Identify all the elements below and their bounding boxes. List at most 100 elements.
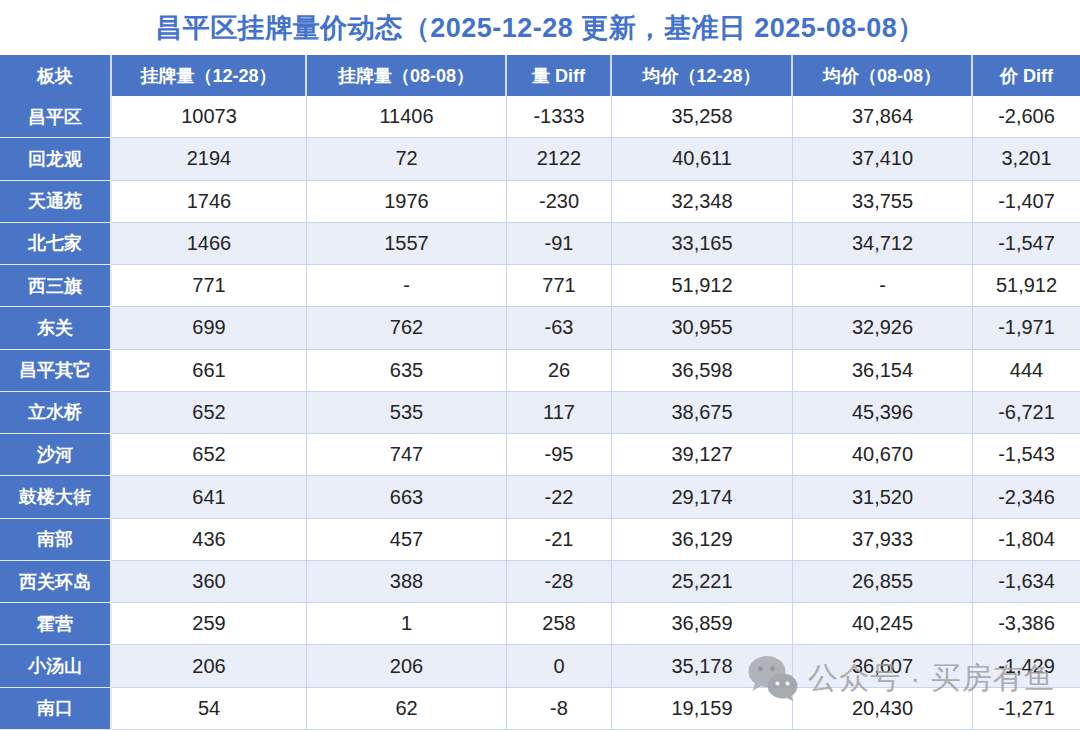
listing-price-table: 板块 挂牌量（12-28） 挂牌量（08-08） 量 Diff 均价（12-28… bbox=[0, 55, 1080, 730]
table-row: 天通苑17461976-23032,34833,755-1,407 bbox=[0, 181, 1080, 223]
table-cell: 51,912 bbox=[612, 265, 793, 307]
table-cell: 699 bbox=[112, 307, 307, 349]
table-cell: -21 bbox=[507, 519, 612, 561]
table-row: 西关环岛360388-2825,22126,855-1,634 bbox=[0, 561, 1080, 603]
table-row: 立水桥65253511738,67545,396-6,721 bbox=[0, 392, 1080, 434]
table-cell: - bbox=[793, 265, 973, 307]
row-header: 南部 bbox=[0, 519, 112, 561]
table-cell: -22 bbox=[507, 476, 612, 518]
table-row: 昌平其它6616352636,59836,154444 bbox=[0, 350, 1080, 392]
table-cell: -1,429 bbox=[973, 645, 1080, 687]
row-header: 回龙观 bbox=[0, 138, 112, 180]
table-row: 沙河652747-9539,12740,670-1,543 bbox=[0, 434, 1080, 476]
table-cell: 747 bbox=[307, 434, 507, 476]
table-row: 回龙观219472212240,61137,4103,201 bbox=[0, 138, 1080, 180]
column-header-listings-1228: 挂牌量（12-28） bbox=[112, 55, 307, 96]
table-cell: -1,271 bbox=[973, 688, 1080, 730]
page: 昌平区挂牌量价动态（2025-12-28 更新，基准日 2025-08-08） … bbox=[0, 0, 1080, 730]
table-cell: 0 bbox=[507, 645, 612, 687]
table-cell: 2122 bbox=[507, 138, 612, 180]
listing-price-table-wrap: 板块 挂牌量（12-28） 挂牌量（08-08） 量 Diff 均价（12-28… bbox=[0, 55, 1080, 730]
table-cell: 535 bbox=[307, 392, 507, 434]
table-cell: 1557 bbox=[307, 223, 507, 265]
table-cell: -3,386 bbox=[973, 603, 1080, 645]
table-cell: 1746 bbox=[112, 181, 307, 223]
table-cell: - bbox=[307, 265, 507, 307]
page-title: 昌平区挂牌量价动态（2025-12-28 更新，基准日 2025-08-08） bbox=[155, 10, 925, 46]
table-cell: 1976 bbox=[307, 181, 507, 223]
row-header: 昌平区 bbox=[0, 96, 112, 138]
column-header-listings-0808: 挂牌量（08-08） bbox=[307, 55, 507, 96]
table-row: 霍营259125836,85940,245-3,386 bbox=[0, 603, 1080, 645]
table-cell: 62 bbox=[307, 688, 507, 730]
table-cell: 72 bbox=[307, 138, 507, 180]
table-cell: -28 bbox=[507, 561, 612, 603]
table-cell: 33,755 bbox=[793, 181, 973, 223]
table-cell: 3,201 bbox=[973, 138, 1080, 180]
table-cell: 19,159 bbox=[612, 688, 793, 730]
row-header: 立水桥 bbox=[0, 392, 112, 434]
row-header: 霍营 bbox=[0, 603, 112, 645]
table-cell: 36,154 bbox=[793, 350, 973, 392]
row-header: 西关环岛 bbox=[0, 561, 112, 603]
table-cell: 661 bbox=[112, 350, 307, 392]
table-cell: -8 bbox=[507, 688, 612, 730]
table-cell: 771 bbox=[112, 265, 307, 307]
table-cell: 35,178 bbox=[612, 645, 793, 687]
row-header: 北七家 bbox=[0, 223, 112, 265]
table-cell: 26,855 bbox=[793, 561, 973, 603]
table-cell: 40,611 bbox=[612, 138, 793, 180]
table-cell: 30,955 bbox=[612, 307, 793, 349]
table-cell: 31,520 bbox=[793, 476, 973, 518]
table-cell: 39,127 bbox=[612, 434, 793, 476]
table-cell: 206 bbox=[307, 645, 507, 687]
table-cell: -91 bbox=[507, 223, 612, 265]
table-cell: -2,606 bbox=[973, 96, 1080, 138]
table-row: 昌平区1007311406-133335,25837,864-2,606 bbox=[0, 96, 1080, 138]
table-cell: 36,607 bbox=[793, 645, 973, 687]
table-cell: 10073 bbox=[112, 96, 307, 138]
table-cell: 36,598 bbox=[612, 350, 793, 392]
table-cell: 37,933 bbox=[793, 519, 973, 561]
table-cell: -1333 bbox=[507, 96, 612, 138]
table-cell: -230 bbox=[507, 181, 612, 223]
title-bar: 昌平区挂牌量价动态（2025-12-28 更新，基准日 2025-08-08） bbox=[0, 0, 1080, 55]
table-cell: 40,670 bbox=[793, 434, 973, 476]
row-header: 小汤山 bbox=[0, 645, 112, 687]
table-cell: -95 bbox=[507, 434, 612, 476]
table-row: 鼓楼大街641663-2229,17431,520-2,346 bbox=[0, 476, 1080, 518]
table-cell: 20,430 bbox=[793, 688, 973, 730]
row-header: 沙河 bbox=[0, 434, 112, 476]
table-cell: -1,543 bbox=[973, 434, 1080, 476]
table-cell: 29,174 bbox=[612, 476, 793, 518]
table-body: 昌平区1007311406-133335,25837,864-2,606回龙观2… bbox=[0, 96, 1080, 730]
table-cell: 36,129 bbox=[612, 519, 793, 561]
table-cell: 37,410 bbox=[793, 138, 973, 180]
table-cell: -1,804 bbox=[973, 519, 1080, 561]
table-cell: -6,721 bbox=[973, 392, 1080, 434]
table-cell: 258 bbox=[507, 603, 612, 645]
table-row: 南口5462-819,15920,430-1,271 bbox=[0, 688, 1080, 730]
table-cell: 635 bbox=[307, 350, 507, 392]
column-header-price-diff: 价 Diff bbox=[973, 55, 1080, 96]
row-header: 鼓楼大街 bbox=[0, 476, 112, 518]
table-cell: 360 bbox=[112, 561, 307, 603]
table-cell: 388 bbox=[307, 561, 507, 603]
table-cell: 771 bbox=[507, 265, 612, 307]
table-cell: 2194 bbox=[112, 138, 307, 180]
table-cell: 54 bbox=[112, 688, 307, 730]
table-cell: 11406 bbox=[307, 96, 507, 138]
table-row: 北七家14661557-9133,16534,712-1,547 bbox=[0, 223, 1080, 265]
column-header-avgprice-0808: 均价（08-08） bbox=[793, 55, 973, 96]
column-header-sector: 板块 bbox=[0, 55, 112, 96]
row-header: 天通苑 bbox=[0, 181, 112, 223]
table-cell: 652 bbox=[112, 434, 307, 476]
table-cell: 33,165 bbox=[612, 223, 793, 265]
table-cell: 259 bbox=[112, 603, 307, 645]
header-row: 板块 挂牌量（12-28） 挂牌量（08-08） 量 Diff 均价（12-28… bbox=[0, 55, 1080, 96]
table-cell: -2,346 bbox=[973, 476, 1080, 518]
column-header-qty-diff: 量 Diff bbox=[507, 55, 612, 96]
table-cell: 36,859 bbox=[612, 603, 793, 645]
table-cell: 26 bbox=[507, 350, 612, 392]
table-cell: 1 bbox=[307, 603, 507, 645]
